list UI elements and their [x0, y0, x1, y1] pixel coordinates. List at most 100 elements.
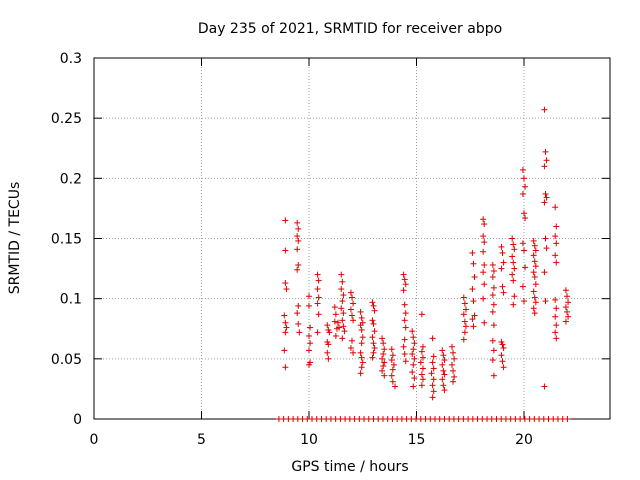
- data-point: [510, 259, 517, 266]
- data-point: [411, 340, 418, 347]
- data-point: [370, 349, 377, 356]
- data-point: [565, 299, 572, 306]
- data-point: [417, 359, 424, 366]
- x-tick-label: 5: [197, 432, 206, 448]
- data-point: [541, 199, 548, 206]
- data-point: [281, 347, 288, 354]
- data-point: [451, 373, 458, 380]
- data-point: [510, 277, 517, 284]
- data-point: [402, 358, 409, 365]
- data-point: [294, 310, 301, 317]
- data-point: [402, 310, 409, 317]
- data-point: [401, 317, 408, 324]
- data-point: [428, 370, 435, 377]
- data-point: [419, 343, 426, 350]
- data-point: [392, 383, 398, 390]
- data-point: [500, 364, 507, 371]
- data-point: [542, 235, 549, 242]
- data-point: [358, 364, 365, 371]
- data-point: [543, 194, 550, 201]
- data-point: [499, 283, 506, 290]
- data-point: [294, 219, 301, 226]
- data-point: [357, 322, 364, 329]
- data-point: [341, 328, 348, 335]
- data-point: [448, 343, 455, 350]
- data-point: [358, 354, 365, 361]
- data-point: [411, 355, 418, 362]
- data-point: [542, 298, 549, 305]
- data-point: [338, 286, 345, 293]
- data-point: [543, 157, 550, 164]
- data-point: [340, 292, 347, 299]
- data-point: [511, 265, 518, 272]
- data-point: [332, 332, 339, 339]
- data-point: [418, 311, 425, 318]
- y-axis-label: SRMTID / TECUs: [7, 182, 23, 295]
- data-point: [471, 312, 478, 319]
- data-point: [480, 269, 487, 276]
- data-point: [388, 346, 395, 353]
- data-point: [418, 371, 425, 378]
- data-point: [410, 383, 417, 390]
- data-point: [294, 246, 301, 253]
- data-point: [430, 388, 437, 395]
- data-point: [324, 349, 331, 356]
- data-point: [369, 334, 376, 341]
- data-point: [543, 245, 550, 252]
- data-point: [490, 372, 497, 379]
- data-point: [552, 233, 559, 240]
- data-point: [541, 383, 548, 390]
- chart-title: Day 235 of 2021, SRMTID for receiver abp…: [198, 21, 502, 37]
- data-point: [469, 316, 476, 323]
- data-point: [481, 239, 488, 246]
- data-point: [419, 365, 426, 372]
- data-point: [388, 372, 395, 379]
- data-point: [295, 225, 302, 232]
- data-point: [511, 293, 518, 300]
- data-point: [325, 341, 332, 348]
- data-point: [357, 370, 364, 377]
- data-point: [521, 210, 527, 217]
- data-point: [381, 346, 388, 353]
- data-point: [370, 320, 377, 327]
- data-point: [379, 367, 386, 374]
- data-point: [440, 367, 447, 374]
- data-point: [509, 235, 516, 242]
- data-point: [315, 311, 322, 318]
- data-point: [481, 319, 488, 326]
- data-point: [335, 319, 342, 326]
- data-point: [530, 269, 537, 276]
- data-point: [282, 217, 289, 224]
- data-point: [295, 261, 302, 268]
- data-point: [481, 221, 488, 228]
- data-point: [460, 294, 467, 301]
- data-point: [541, 269, 548, 276]
- data-point: [531, 294, 538, 301]
- data-point: [530, 252, 537, 259]
- data-point: [314, 300, 321, 307]
- data-point: [461, 300, 468, 307]
- data-point: [369, 299, 376, 306]
- data-point: [564, 416, 571, 422]
- data-point: [332, 311, 339, 318]
- data-point: [439, 347, 446, 354]
- data-point: [489, 337, 496, 344]
- data-point: [470, 260, 477, 267]
- data-point: [347, 345, 354, 352]
- data-point: [490, 284, 497, 291]
- y-tick-label: 0.05: [51, 352, 82, 368]
- data-point: [531, 310, 538, 317]
- data-point: [553, 223, 560, 230]
- data-point: [338, 271, 345, 278]
- data-point: [400, 343, 407, 350]
- data-point: [314, 286, 321, 293]
- data-point: [339, 317, 346, 324]
- data-point: [450, 378, 457, 385]
- data-point: [490, 322, 497, 329]
- data-point: [521, 247, 527, 254]
- data-point: [410, 361, 417, 368]
- data-point: [331, 304, 338, 311]
- data-point: [357, 349, 364, 356]
- data-point: [401, 336, 408, 343]
- data-point: [542, 148, 549, 155]
